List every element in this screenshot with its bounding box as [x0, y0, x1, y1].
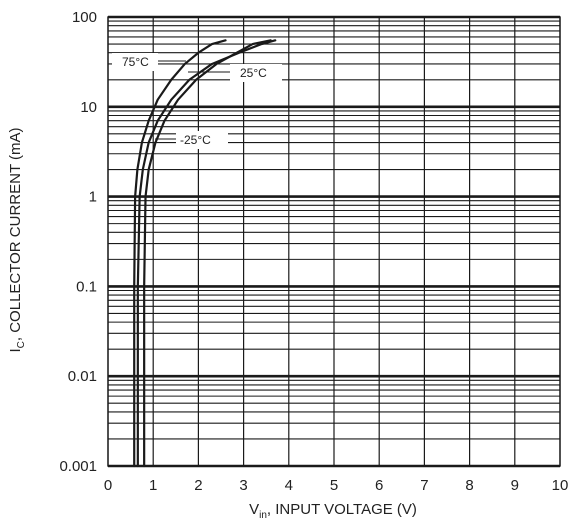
x-tick-labels: 0 1 2 3 4 5 6 7 8 9 10 [104, 477, 569, 494]
plot-frame [107, 16, 561, 467]
x-tick-label: 0 [104, 477, 112, 494]
x-tick-label: 6 [375, 477, 383, 494]
x-tick-label: 10 [552, 477, 569, 494]
curves [133, 39, 277, 468]
x-axis-label-rest: , INPUT VOLTAGE (V) [267, 501, 417, 518]
annotation-label: 75°C [122, 55, 149, 69]
annotations: 75°C 25°C -25°C [112, 53, 282, 149]
y-tick-label: 100 [72, 9, 97, 26]
annotation-box [112, 53, 158, 71]
y-tick-label: 0.001 [59, 458, 97, 475]
y-axis-label-sub: C [16, 341, 27, 348]
annotation-box [230, 64, 282, 82]
x-tick-label: 3 [239, 477, 247, 494]
series-line-1 [136, 39, 277, 468]
x-axis-label: Vin, INPUT VOLTAGE (V) [249, 501, 417, 521]
y-tick-label: 1 [89, 189, 97, 206]
y-tick-label: 10 [80, 99, 97, 116]
y-axis-label: IC, COLLECTOR CURRENT (mA) [7, 127, 27, 352]
x-axis-label-main: V [249, 501, 259, 518]
y-tick-label: 0.1 [76, 278, 97, 295]
x-axis-label-sub: in [259, 510, 267, 521]
y-tick-label: 0.01 [68, 368, 97, 385]
grid [107, 15, 561, 468]
series-line-0 [133, 39, 227, 468]
annotation-label: -25°C [180, 133, 211, 147]
x-tick-label: 4 [285, 477, 293, 494]
annotation-label: 25°C [240, 66, 267, 80]
y-tick-labels: 0.001 0.01 0.1 1 10 100 [59, 9, 97, 475]
x-tick-label: 2 [194, 477, 202, 494]
x-tick-label: 8 [465, 477, 473, 494]
x-tick-label: 1 [149, 477, 157, 494]
x-tick-label: 9 [511, 477, 519, 494]
annotation-box [176, 131, 228, 149]
y-axis-label-main: I [7, 348, 24, 352]
x-tick-label: 7 [420, 477, 428, 494]
x-tick-label: 5 [330, 477, 338, 494]
y-axis-label-rest: , COLLECTOR CURRENT (mA) [7, 127, 24, 341]
series-line-2 [143, 39, 272, 468]
